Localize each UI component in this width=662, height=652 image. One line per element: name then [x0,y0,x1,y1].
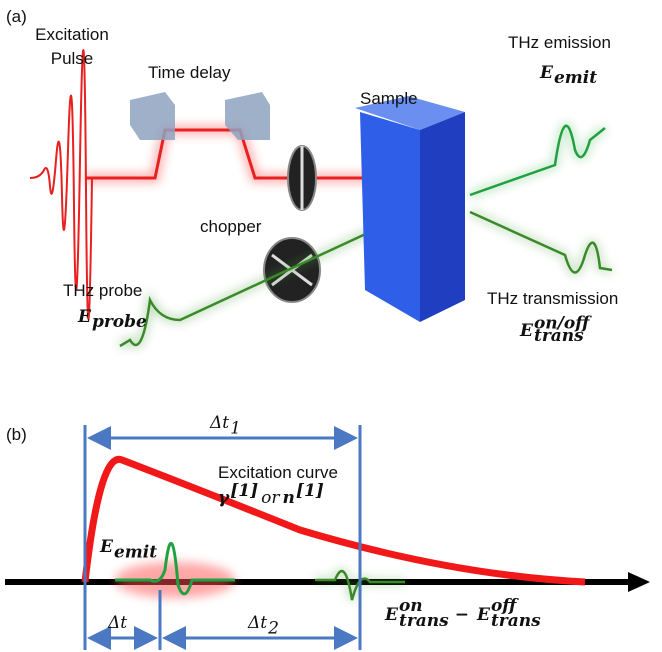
minus: − [455,605,469,625]
excitation-curve: Excitation curve [218,463,338,482]
panel-label: (b) [6,425,27,444]
e-probe-sub: probe [92,312,147,332]
e-emit-sub: emit [554,68,597,88]
e-off-base: E [476,605,491,625]
thz-transmission: THz transmission [487,289,618,308]
thz-probe: THz probe [63,281,142,300]
e-on-sup: on [399,596,423,616]
dt2-sub: 2 [267,618,279,638]
chopper: chopper [200,217,262,236]
or: or [261,488,280,508]
panel-label: (a) [6,7,27,26]
figure: (a) Excitation Pulse Time delay Sample THz em… [0,0,662,652]
e-emit-b-sub: emit [114,543,157,563]
dt1-base: Δt [209,413,229,433]
excitation-pulse: Pulse [51,49,94,68]
e-emit-b-base: E [99,537,114,557]
n-term-base: n [283,488,295,508]
e-off-sup: off [491,596,519,616]
dt2-base: Δt [247,613,267,633]
e-probe-base: E [77,307,92,327]
thz-emission: THz emission [508,33,611,52]
excitation-pulse: Excitation [35,25,109,44]
e-trans-sup: on/off [534,313,592,333]
dt-base: Δt [107,613,127,633]
e-on-base: E [384,605,399,625]
n-term-sup: [1] [296,481,324,501]
time-delay: Time delay [148,63,231,82]
e-trans-base: E [519,321,534,341]
e-emit-base: E [539,63,554,83]
sample: Sample [360,89,418,108]
dt1-sub: 1 [230,418,241,438]
gamma-term-base: γ [218,488,230,508]
gamma-term-sup: [1] [230,481,258,501]
